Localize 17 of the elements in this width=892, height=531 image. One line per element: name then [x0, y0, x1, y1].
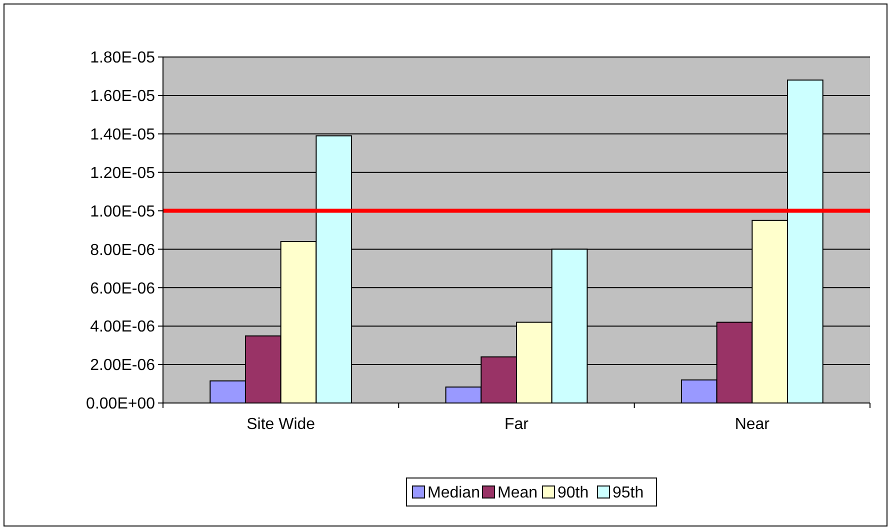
- x-tick-label: Far: [504, 416, 530, 433]
- y-tick-label: 1.80E-05: [90, 50, 156, 67]
- legend-label: Mean: [498, 484, 538, 502]
- legend-label: 95th: [612, 484, 644, 502]
- y-tick-label: 1.20E-05: [90, 164, 156, 182]
- legend-label: Median: [428, 484, 480, 502]
- y-tick-label: 0.00E+00: [86, 396, 156, 413]
- y-tick-label: 2.00E-06: [90, 357, 156, 374]
- x-tick-label: Near: [734, 416, 770, 433]
- y-tick-label: 1.40E-05: [90, 126, 156, 144]
- y-tick-label: 6.00E-06: [90, 280, 156, 298]
- legend-label: 90th: [558, 484, 589, 502]
- x-tick-label: Site Wide: [246, 416, 316, 433]
- y-tick-label: 4.00E-06: [90, 318, 156, 336]
- y-tick-label: 8.00E-06: [90, 242, 156, 259]
- y-tick-label: 1.00E-05: [90, 203, 156, 220]
- y-tick-label: 1.60E-05: [90, 88, 156, 106]
